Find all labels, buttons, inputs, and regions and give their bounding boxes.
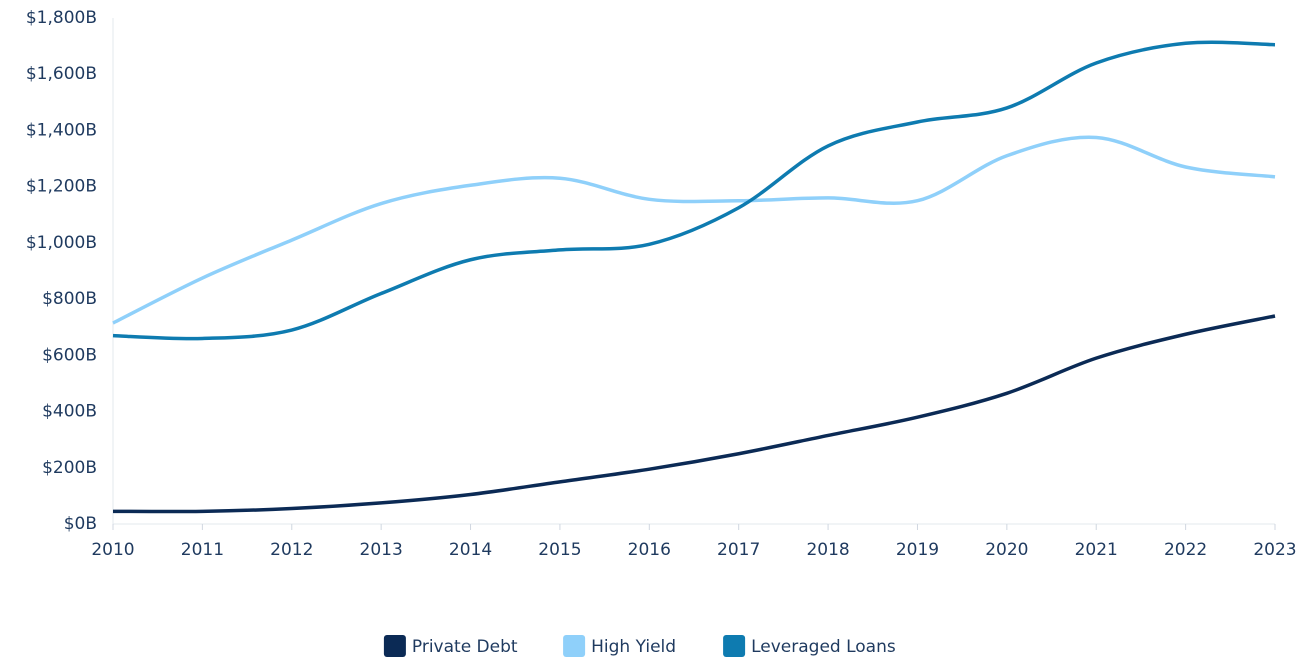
y-tick-label: $1,400B [26, 120, 97, 140]
x-tick-label: 2022 [1164, 540, 1207, 560]
x-tick-label: 2021 [1075, 540, 1118, 560]
x-tick-label: 2011 [181, 540, 224, 560]
y-tick-label: $0B [64, 514, 97, 534]
y-tick-label: $600B [42, 345, 97, 365]
legend-label: Leveraged Loans [751, 637, 896, 657]
x-tick-label: 2016 [628, 540, 671, 560]
y-tick-label: $1,600B [26, 64, 97, 84]
x-tick-label: 2012 [270, 540, 313, 560]
legend-label: High Yield [591, 637, 676, 657]
y-tick-label: $800B [42, 289, 97, 309]
series-line [112, 135, 1276, 325]
x-tick-label: 2014 [449, 540, 492, 560]
y-tick-label: $400B [42, 402, 97, 422]
legend-swatch [723, 635, 746, 657]
legend-label: Private Debt [412, 637, 518, 657]
y-tick-label: $200B [42, 458, 97, 478]
x-tick-label: 2018 [806, 540, 849, 560]
y-tick-label: $1,800B [26, 8, 97, 28]
x-tick-label: 2015 [538, 540, 581, 560]
x-tick-label: 2023 [1253, 540, 1296, 560]
legend-swatch [383, 635, 406, 657]
series-line [112, 40, 1276, 341]
x-tick-label: 2020 [985, 540, 1028, 560]
series-line [112, 314, 1276, 514]
y-tick-label: $1,000B [26, 233, 97, 253]
x-tick-label: 2010 [91, 540, 134, 560]
x-tick-label: 2013 [360, 540, 403, 560]
y-tick-label: $1,200B [26, 177, 97, 197]
legend-swatch [563, 635, 586, 657]
x-tick-label: 2019 [896, 540, 939, 560]
x-tick-label: 2017 [717, 540, 760, 560]
